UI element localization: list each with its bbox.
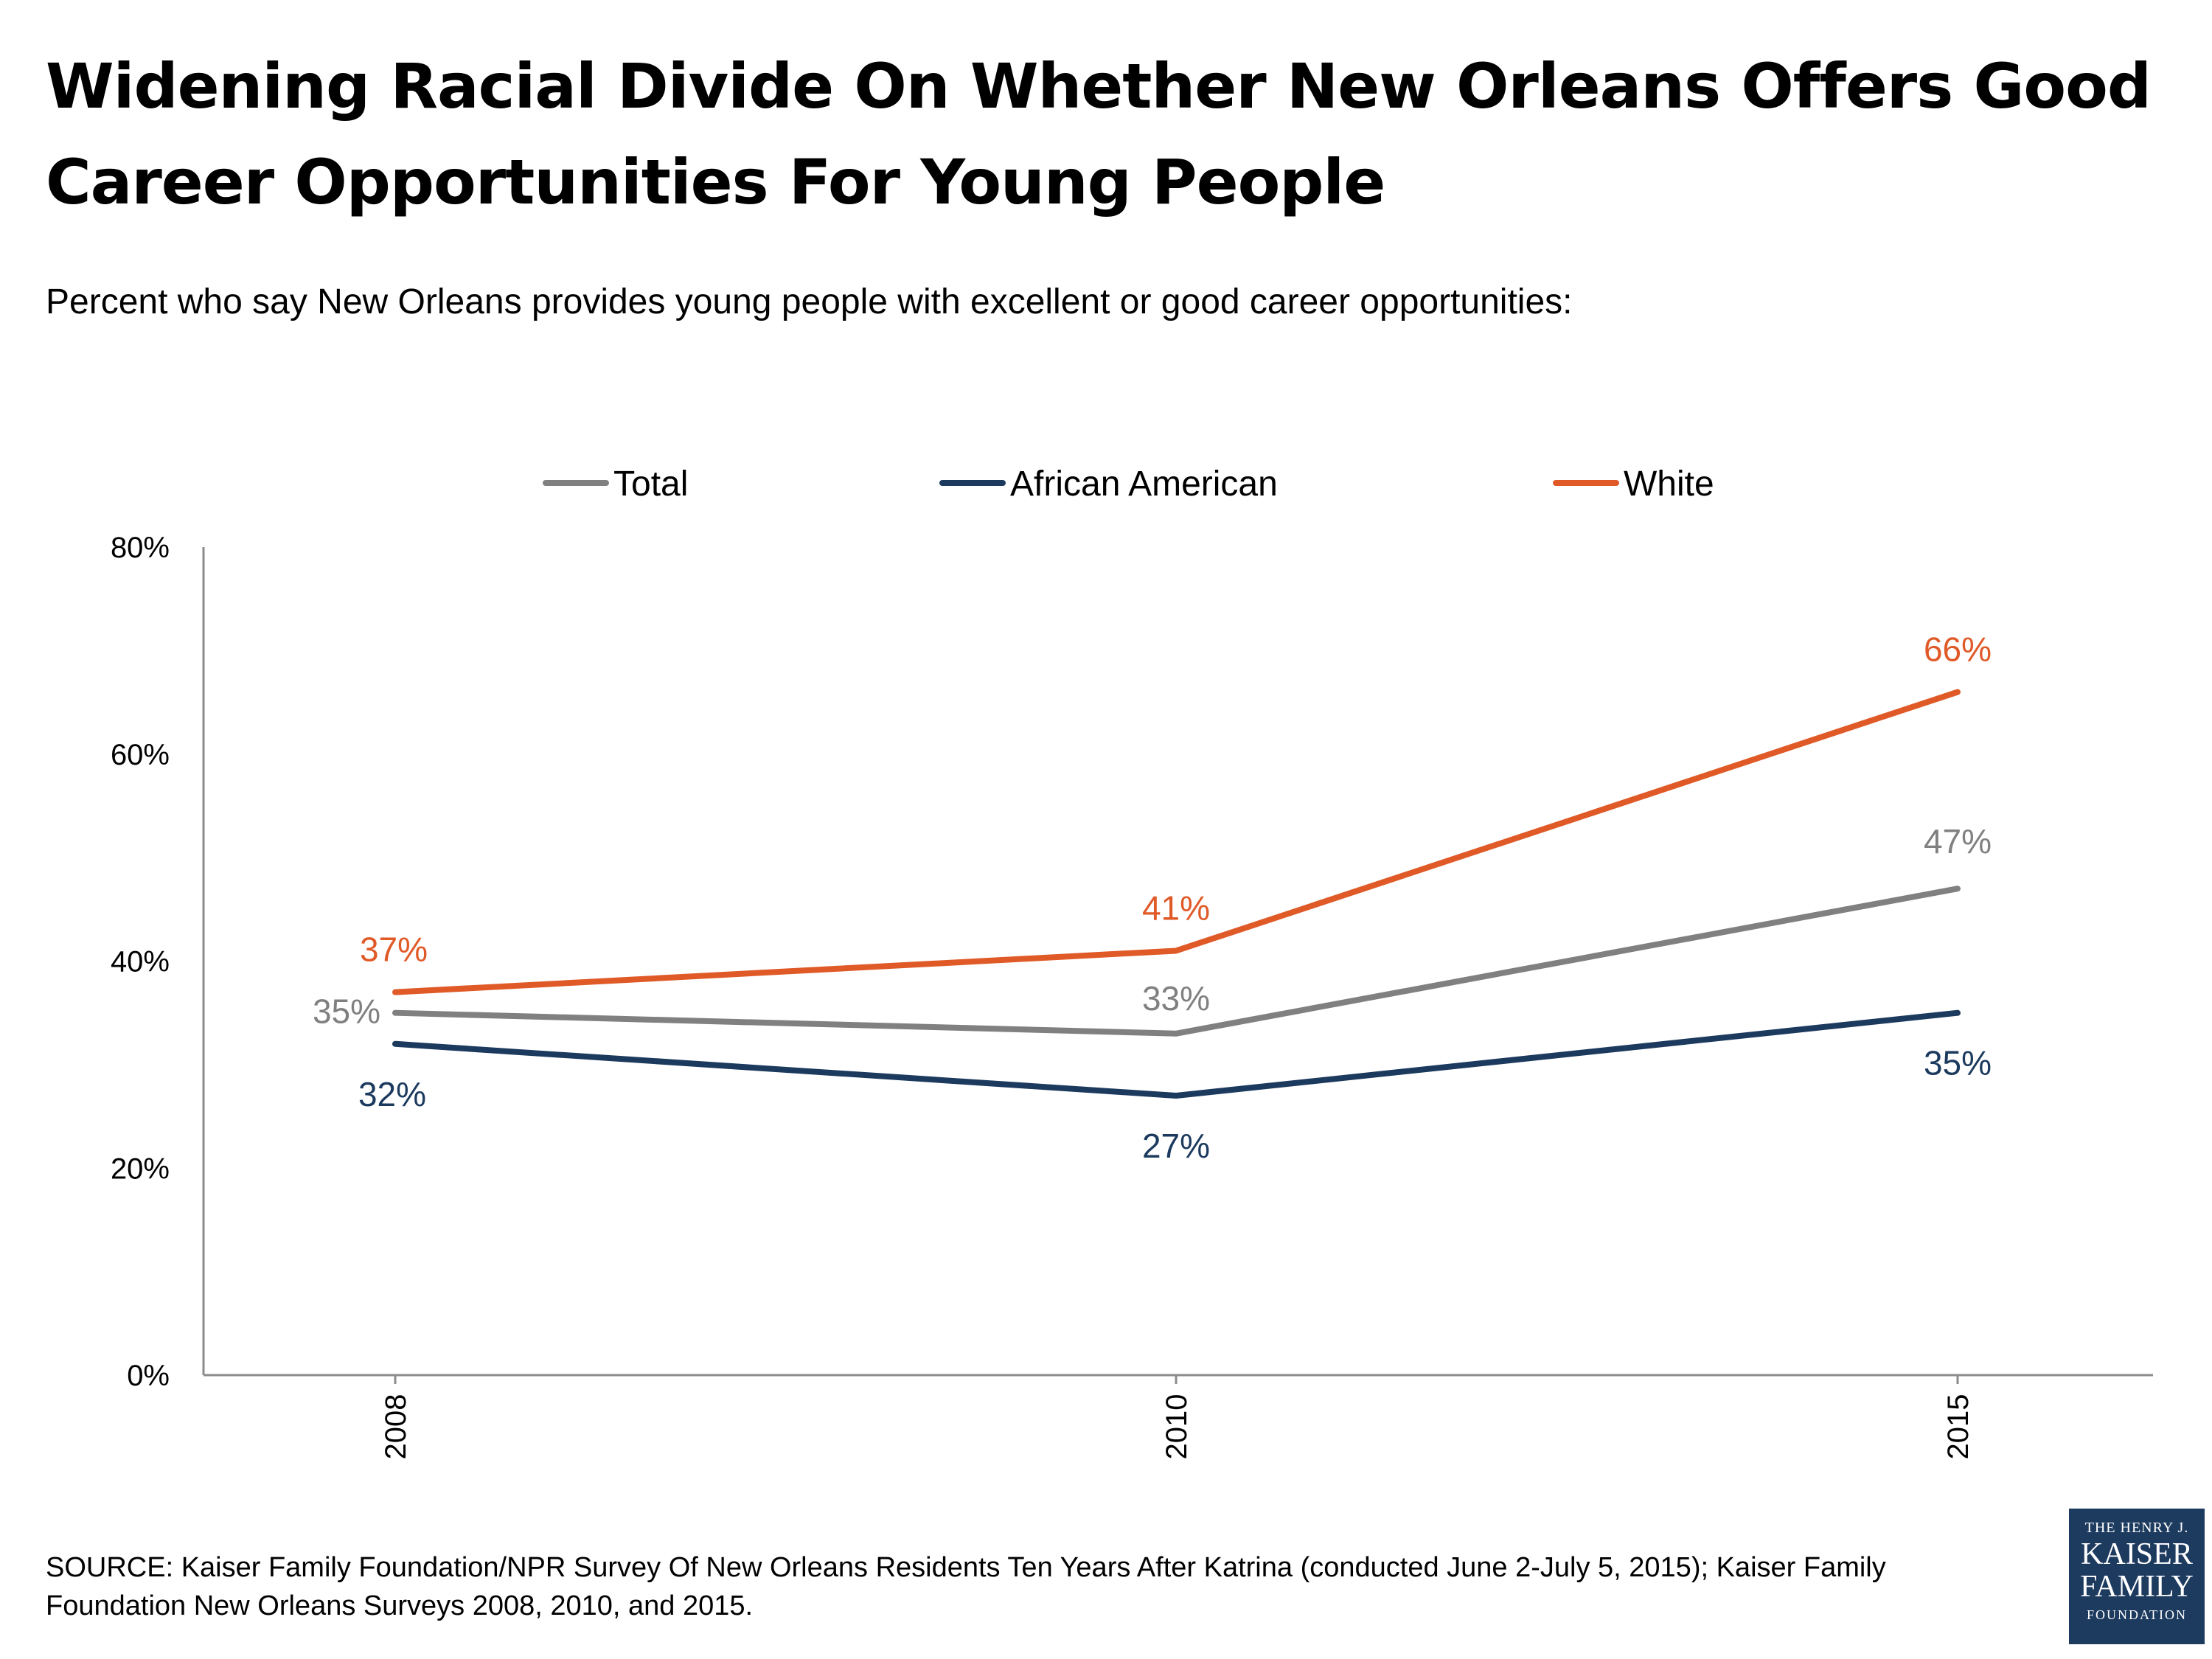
- logo-line-3: FAMILY: [2080, 1570, 2194, 1604]
- axes: 0% 20% 40% 60% 80% 2008 2010 2015: [111, 532, 2153, 1459]
- x-tick-label: 2010: [1161, 1394, 1193, 1460]
- legend-label: Total: [613, 465, 688, 504]
- logo-line-2: KAISER: [2081, 1537, 2193, 1571]
- legend: Total African American White: [543, 465, 1714, 504]
- kff-logo: THE HENRY J. KAISER FAMILY FOUNDATION: [2069, 1509, 2205, 1644]
- chart-title: Widening Racial Divide On Whether New Or…: [46, 50, 2152, 218]
- data-labels: 35% 33% 47% 32% 27% 35% 37% 41% 66%: [313, 630, 1992, 1165]
- y-tick-label: 40%: [111, 946, 170, 978]
- y-tick-label: 60%: [111, 739, 170, 771]
- y-tick-label: 20%: [111, 1152, 170, 1185]
- y-tick-label: 80%: [111, 532, 170, 564]
- series-lines: [392, 689, 1961, 1099]
- data-label: 33%: [1142, 979, 1210, 1018]
- y-tick-label: 0%: [127, 1360, 170, 1392]
- logo-line-4: FOUNDATION: [2087, 1607, 2187, 1622]
- series-line-african-american: [392, 1009, 1961, 1099]
- chart-subtitle: Percent who say New Orleans provides you…: [46, 282, 1573, 321]
- data-label: 66%: [1924, 630, 1992, 669]
- line-chart: Total African American White 0% 20% 40% 60% 80…: [111, 465, 2153, 1459]
- data-label: 35%: [313, 992, 380, 1031]
- series-line-total: [392, 886, 1961, 1037]
- data-label: 27%: [1142, 1127, 1210, 1165]
- source-note: SOURCE: Kaiser Family Foundation/NPR Sur…: [46, 1552, 1886, 1621]
- legend-label: White: [1624, 465, 1714, 504]
- data-label: 35%: [1924, 1044, 1992, 1082]
- data-label: 32%: [358, 1075, 426, 1113]
- x-tick-label: 2008: [380, 1394, 412, 1460]
- data-label: 47%: [1924, 822, 1992, 860]
- series-line-white: [392, 689, 1961, 995]
- data-label: 41%: [1142, 888, 1210, 927]
- logo-line-1: THE HENRY J.: [2084, 1520, 2189, 1536]
- data-label: 37%: [360, 931, 428, 969]
- x-tick-label: 2015: [1942, 1394, 1975, 1460]
- legend-label: African American: [1010, 465, 1278, 504]
